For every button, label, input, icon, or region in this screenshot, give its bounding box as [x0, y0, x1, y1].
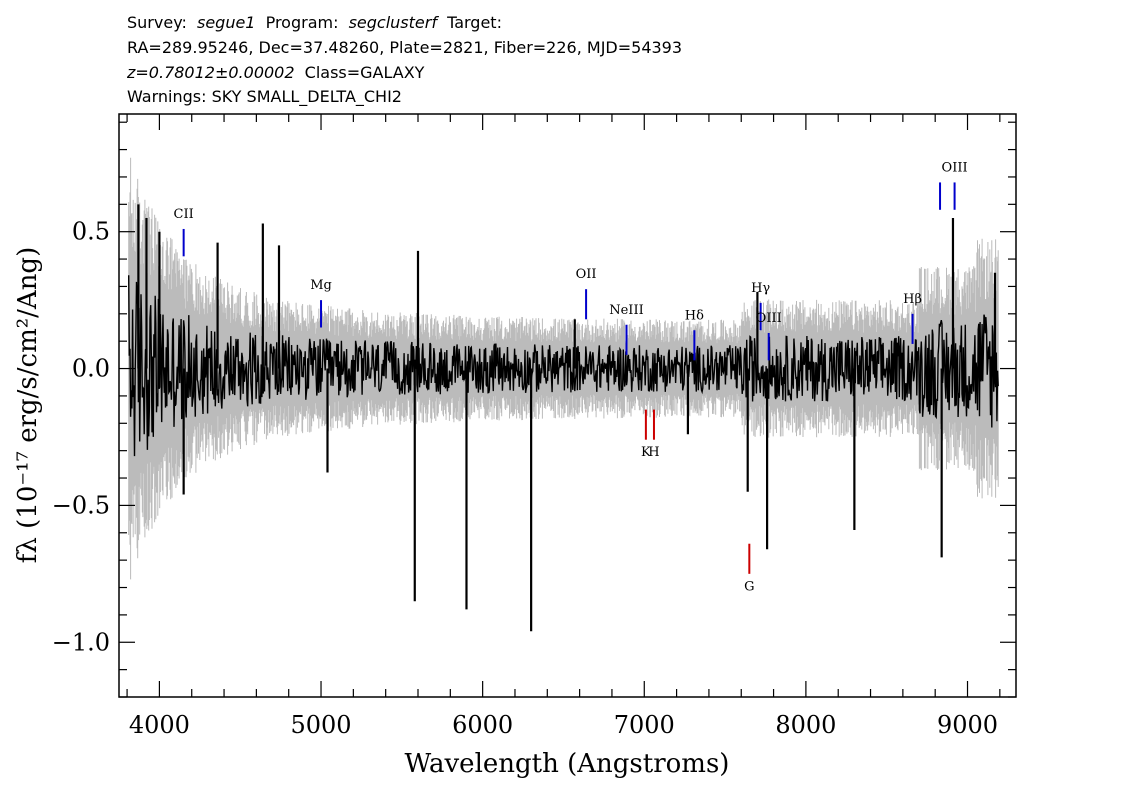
emission-line-label: Hβ — [903, 292, 922, 307]
absorption-line-label: K — [641, 445, 651, 460]
spectrum-header: Survey: segue1 Program: segclusterf Targ… — [126, 13, 682, 107]
survey-label: Survey: — [127, 13, 187, 32]
x-tick-label: 6000 — [452, 711, 513, 739]
emission-line-label: CII — [174, 207, 194, 222]
x-axis-ticks: 4000 5000 6000 7000 8000 9000 — [126, 114, 1001, 739]
flux-spikes — [137, 204, 997, 632]
class-value: Class=GALAXY — [305, 63, 425, 82]
y-tick-label: −0.5 — [52, 491, 110, 519]
y-tick-label: 0.5 — [72, 218, 110, 246]
x-tick-label: 7000 — [614, 711, 675, 739]
emission-line-label: OIII — [756, 311, 782, 326]
header-line-redshift: z=0.78012±0.00002 Class=GALAXY — [126, 63, 425, 82]
x-tick-label: 8000 — [775, 711, 836, 739]
absorption-line-label: H — [648, 445, 659, 460]
header-line-coords: RA=289.95246, Dec=37.48260, Plate=2821, … — [127, 38, 682, 57]
plot-frame — [118, 113, 1017, 698]
emission-line-label: Mg — [310, 278, 332, 293]
header-line-survey: Survey: segue1 Program: segclusterf Targ… — [127, 13, 502, 32]
absorption-line-label: G — [744, 579, 754, 594]
y-axis-label: fλ (10⁻¹⁷ erg/s/cm²/Ang) — [13, 247, 43, 563]
emission-line-label: Hδ — [685, 308, 704, 323]
y-tick-label: 0.0 — [72, 355, 110, 383]
survey-value: segue1 — [197, 13, 256, 32]
header-line-warnings: Warnings: SKY SMALL_DELTA_CHI2 — [127, 87, 402, 107]
emission-line-label: Hγ — [751, 281, 770, 296]
x-tick-label: 4000 — [129, 711, 190, 739]
emission-line-label: OII — [576, 267, 597, 282]
emission-line-label: NeIII — [609, 303, 643, 318]
program-value: segclusterf — [349, 13, 440, 32]
x-tick-label: 5000 — [290, 711, 351, 739]
redshift-value: z=0.78012±0.00002 — [126, 63, 295, 82]
x-tick-label: 9000 — [937, 711, 998, 739]
emission-line-label: OIII — [942, 160, 968, 175]
y-tick-label: −1.0 — [52, 628, 110, 656]
program-label: Program: — [266, 13, 339, 32]
line-markers: CII Mg OII NeIII Hδ Hγ OIII Hβ OIII KH G — [174, 160, 968, 594]
y-axis-ticks: 0.5 0.0 −0.5 −1.0 — [52, 121, 1016, 698]
x-axis-label: Wavelength (Angstroms) — [405, 749, 730, 779]
target-label: Target: — [446, 13, 502, 32]
plot-area — [128, 157, 999, 632]
